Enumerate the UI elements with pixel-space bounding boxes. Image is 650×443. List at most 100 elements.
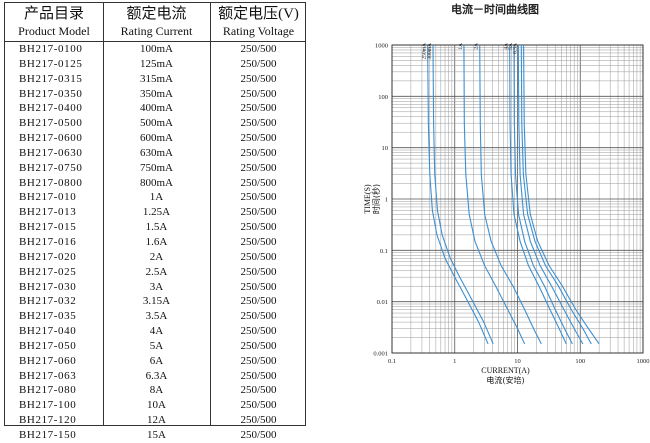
cell-voltage: 250/500: [240, 206, 277, 219]
series-line-0: [427, 44, 489, 345]
cell-voltage: 250/500: [240, 146, 277, 159]
table-row: BH217-016 1.6A 250/500: [5, 235, 305, 250]
cell-model: BH217-030: [19, 280, 77, 293]
y-tick-label: 0.1: [380, 248, 388, 255]
cell-model: BH217-040: [19, 325, 77, 338]
y-tick-label: 0.001: [373, 351, 388, 358]
cell-voltage: 250/500: [240, 117, 277, 130]
table-row: BH217-020 2A 250/500: [5, 250, 305, 265]
table-row: BH217-013 1.25A 250/500: [5, 205, 305, 220]
cell-current: 2.5A: [145, 265, 168, 278]
series-label: 300mA: [427, 43, 433, 60]
header-en: Rating Voltage: [222, 24, 295, 38]
table-row: BH217-010 1A 250/500: [5, 190, 305, 205]
cell-current: 5A: [149, 339, 164, 352]
table-row: BH217-120 12A 250/500: [5, 413, 305, 428]
cell-current: 315mA: [140, 72, 173, 85]
y-axis-label: TIME(S): [363, 184, 372, 214]
cell-current: 350mA: [140, 87, 173, 100]
header-product-model: 产品目录 Product Model: [5, 3, 103, 41]
x-tick-label: 1: [453, 358, 456, 365]
cell-voltage: 250/500: [240, 102, 277, 115]
cell-model: BH217-0400: [19, 102, 83, 115]
y-tick-label: 1: [385, 197, 388, 204]
cell-voltage: 250/500: [240, 369, 277, 382]
cell-voltage: 250/500: [240, 414, 277, 427]
table-row: BH217-030 3A 250/500: [5, 280, 305, 295]
cell-current: 1.5A: [145, 221, 168, 234]
table-row: BH217-060 6A 250/500: [5, 354, 305, 369]
cell-model: BH217-0750: [19, 161, 83, 174]
cell-voltage: 250/500: [240, 72, 277, 85]
spec-table-body: BH217-0100 100mA 250/500 BH217-0125 125mA 250…: [5, 42, 305, 443]
cell-voltage: 250/500: [240, 161, 277, 174]
cell-current: 1.6A: [145, 235, 168, 248]
cell-voltage: 250/500: [240, 384, 277, 397]
current-time-chart: 电流－时间曲线图 0.1 1 10 100 1000 1000 100 10 1 0.1 0.01 0…: [340, 0, 650, 429]
cell-voltage: 250/500: [240, 339, 277, 352]
cell-model: BH217-0315: [19, 72, 83, 85]
series-line-6: [517, 44, 584, 345]
table-row: BH217-150 15A 250/500: [5, 428, 305, 443]
cell-current: 125mA: [140, 57, 173, 70]
cell-current: 600mA: [140, 132, 173, 145]
cell-current: 8A: [149, 384, 164, 397]
table-row: BH217-100 10A 250/500: [5, 398, 305, 413]
cell-voltage: 250/500: [240, 354, 277, 367]
series-line-4: [509, 44, 567, 345]
cell-model: BH217-020: [19, 250, 77, 263]
cell-current: 800mA: [140, 176, 173, 189]
table-row: BH217-0630 630mA 250/500: [5, 146, 305, 161]
x-tick-label: 10: [514, 358, 521, 365]
header-en: Rating Current: [120, 24, 193, 38]
series-label: 2A: [474, 43, 480, 50]
series-label: 4A: [504, 43, 510, 50]
cell-model: BH217-120: [19, 414, 77, 427]
cell-model: BH217-0500: [19, 117, 83, 130]
cell-model: BH217-0800: [19, 176, 83, 189]
cell-voltage: 250/500: [240, 57, 277, 70]
x-axis-label-zh: 电流(安培): [486, 375, 524, 385]
y-tick-label: 100: [378, 94, 388, 101]
cell-model: BH217-100: [19, 399, 77, 412]
cell-current: 100mA: [140, 43, 173, 55]
cell-model: BH217-0100: [19, 43, 83, 55]
column-divider: [103, 3, 104, 425]
spec-table: 产品目录 Product Model 额定电流 Rating Current 额…: [4, 2, 306, 441]
cell-current: 3.15A: [142, 295, 171, 308]
y-axis-label-zh: 时间(秒): [371, 184, 381, 214]
cell-current: 1.25A: [142, 206, 171, 219]
table-row: BH217-0500 500mA 250/500: [5, 116, 305, 131]
x-tick-label: 1000: [637, 358, 650, 365]
series-line-3: [479, 44, 542, 345]
cell-model: BH217-032: [19, 295, 77, 308]
cell-current: 2A: [149, 250, 164, 263]
table-row: BH217-015 1.5A 250/500: [5, 220, 305, 235]
series-line-1: [432, 44, 494, 345]
cell-current: 6A: [149, 354, 164, 367]
cell-current: 4A: [149, 325, 164, 338]
table-row: BH217-050 5A 250/500: [5, 339, 305, 354]
series-line-8: [523, 44, 600, 345]
cell-voltage: 250/500: [240, 235, 277, 248]
header-rating-voltage: 额定电压(V) Rating Voltage: [210, 3, 307, 41]
cell-voltage: 250/500: [240, 132, 277, 145]
y-tick-label: 0.01: [377, 299, 388, 306]
cell-current: 400mA: [140, 102, 173, 115]
cell-model: BH217-0600: [19, 132, 83, 145]
cell-current: 15A: [147, 428, 166, 441]
series-label: 1A: [458, 43, 464, 50]
cell-model: BH217-025: [19, 265, 77, 278]
cell-model: BH217-016: [19, 235, 77, 248]
cell-model: BH217-0350: [19, 87, 83, 100]
cell-voltage: 250/500: [240, 221, 277, 234]
cell-voltage: 250/500: [240, 87, 277, 100]
cell-voltage: 250/500: [240, 250, 277, 263]
table-row: BH217-032 3.15A 250/500: [5, 294, 305, 309]
series-line-7: [520, 44, 592, 345]
cell-model: BH217-050: [19, 339, 77, 352]
column-divider: [210, 3, 211, 425]
cell-current: 6.3A: [145, 369, 168, 382]
spec-table-header: 产品目录 Product Model 额定电流 Rating Current 额…: [5, 3, 305, 42]
table-row: BH217-0750 750mA 250/500: [5, 161, 305, 176]
